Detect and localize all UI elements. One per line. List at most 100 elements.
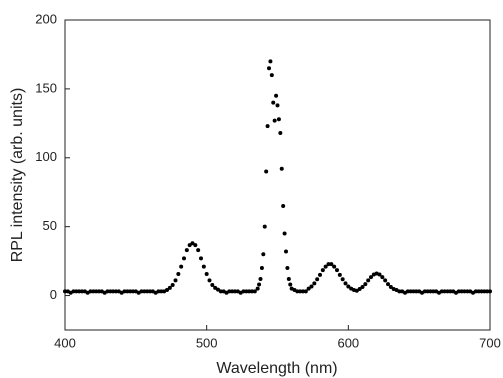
data-point (285, 266, 290, 270)
data-point (271, 100, 276, 105)
data-point (111, 289, 116, 294)
data-point (265, 124, 270, 129)
data-point (114, 289, 118, 294)
y-tick-label: 100 (35, 149, 57, 164)
data-point (255, 286, 260, 291)
data-point (173, 278, 178, 283)
data-point (233, 289, 237, 294)
data-point (184, 248, 189, 253)
y-tick-label: 0 (50, 287, 57, 302)
data-point (105, 289, 110, 294)
data-point (170, 282, 175, 287)
data-point (274, 93, 279, 98)
data-point (482, 289, 487, 294)
data-point (428, 289, 433, 294)
data-point (439, 289, 444, 294)
data-point (312, 281, 317, 286)
data-point (182, 256, 186, 261)
data-point (88, 289, 93, 294)
data-point (411, 289, 416, 294)
data-point (335, 268, 339, 273)
data-point (145, 289, 150, 294)
data-point (131, 289, 135, 294)
data-point (258, 277, 263, 282)
data-point (187, 243, 192, 248)
data-point (156, 289, 161, 294)
data-point (148, 289, 152, 294)
y-tick-label: 200 (35, 11, 57, 26)
data-point (201, 264, 206, 269)
data-point (262, 224, 267, 229)
data-point (264, 169, 269, 174)
data-point (286, 277, 291, 282)
data-point (298, 289, 303, 294)
data-point (329, 262, 334, 267)
data-point (218, 289, 223, 294)
data-point (366, 278, 371, 283)
data-point (252, 289, 257, 294)
data-point (196, 248, 201, 253)
x-tick-label: 700 (479, 335, 501, 350)
data-point (80, 289, 84, 294)
data-point (408, 289, 413, 294)
data-point (422, 289, 427, 294)
data-point (456, 289, 461, 294)
data-point (275, 103, 280, 108)
data-point (241, 289, 246, 294)
data-point (284, 249, 288, 254)
data-point (207, 278, 212, 283)
data-point (383, 278, 388, 283)
data-point (425, 289, 430, 294)
data-point (281, 204, 286, 208)
data-point (303, 289, 308, 294)
x-axis-label: Wavelength (nm) (216, 360, 337, 377)
data-point (128, 289, 133, 294)
data-point (179, 264, 184, 269)
x-tick-label: 500 (196, 335, 218, 350)
data-point (74, 289, 79, 294)
data-point (485, 289, 490, 294)
data-point (282, 231, 287, 236)
data-point (488, 289, 492, 294)
x-tick-label: 600 (337, 335, 359, 350)
data-point (94, 289, 99, 294)
data-point (332, 264, 337, 269)
data-point (279, 166, 284, 171)
data-point (459, 289, 464, 294)
data-point (363, 282, 368, 287)
y-axis-label: RPL intensity (arb. units) (9, 88, 26, 263)
data-point (250, 289, 254, 294)
data-point (267, 66, 271, 71)
data-point (108, 289, 113, 294)
data-point (125, 289, 130, 294)
data-point (139, 289, 144, 294)
data-point (320, 268, 325, 273)
data-point (259, 266, 264, 270)
data-point (388, 285, 393, 290)
data-point (326, 262, 331, 267)
data-point (204, 272, 209, 277)
data-point (210, 282, 215, 287)
data-point (97, 289, 101, 294)
y-tick-label: 150 (35, 80, 57, 95)
data-point (315, 277, 320, 282)
data-point (442, 289, 447, 294)
data-point (309, 284, 314, 289)
data-point (91, 289, 96, 294)
data-point (323, 264, 328, 269)
data-point (479, 289, 484, 294)
data-point (272, 118, 277, 123)
data-point (268, 59, 273, 64)
data-point (269, 73, 274, 78)
data-point (257, 282, 262, 287)
data-point (142, 289, 147, 294)
data-point (230, 289, 235, 294)
data-point (165, 288, 169, 293)
data-point (445, 289, 450, 294)
data-point (306, 286, 311, 291)
data-point (261, 252, 266, 257)
data-point (380, 275, 385, 280)
plot-frame (64, 19, 491, 331)
data-point (63, 289, 67, 294)
